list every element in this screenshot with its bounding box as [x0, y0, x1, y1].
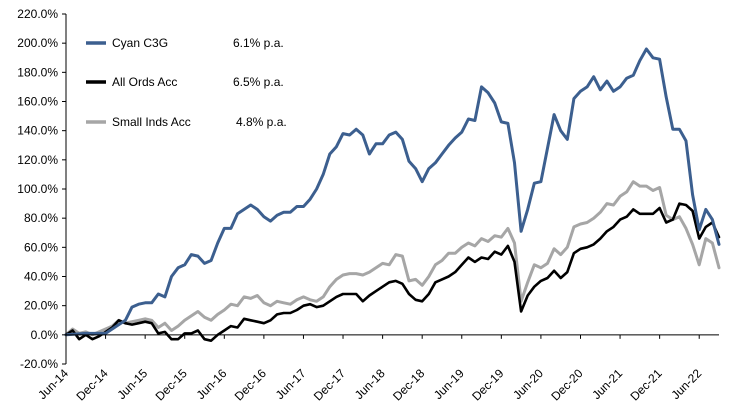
y-tick-label: 220.0%	[17, 7, 58, 21]
y-tick-label: 140.0%	[17, 124, 58, 138]
x-tick-label: Jun-14	[35, 366, 71, 402]
x-tick-label: Jun-17	[273, 366, 309, 402]
x-tick-label: Jun-22	[668, 366, 704, 402]
x-tick-label: Dec-17	[311, 366, 348, 403]
y-tick-label: 200.0%	[17, 36, 58, 50]
x-tick-label: Dec-21	[628, 366, 665, 403]
legend-label-cyan-c3g: Cyan C3G	[112, 36, 168, 50]
x-tick-label: Dec-15	[153, 366, 190, 403]
x-tick-label: Jun-18	[352, 366, 388, 402]
x-tick-label: Dec-16	[232, 366, 269, 403]
series-line-small-inds-acc	[64, 180, 721, 337]
series-line-cyan-c3g	[64, 47, 721, 337]
y-tick-label: 120.0%	[17, 153, 58, 167]
legend-rate-all-ords-acc: 6.5% p.a.	[233, 75, 284, 89]
legend-rate-small-inds-acc: 4.8% p.a.	[236, 115, 287, 129]
x-tick-label: Jun-16	[194, 366, 230, 402]
x-tick-label: Jun-20	[510, 366, 546, 402]
y-tick-label: 40.0%	[24, 270, 58, 284]
legend: Cyan C3G 6.1% p.a. All Ords Acc 6.5% p.a. Sm…	[86, 36, 287, 129]
legend-rate-cyan-c3g: 6.1% p.a.	[233, 36, 284, 50]
x-tick-label: Dec-19	[469, 366, 506, 403]
series-line-all-ords-acc	[64, 202, 721, 343]
y-tick-label: 60.0%	[24, 240, 58, 254]
x-tick-label: Jun-15	[114, 366, 150, 402]
y-tick-label: 160.0%	[17, 95, 58, 109]
x-tick-labels: Jun-14 Dec-14 Jun-15 Dec-15 Jun-16 Dec-16 Jun-…	[35, 366, 704, 403]
axes	[62, 13, 719, 365]
legend-label-all-ords-acc: All Ords Acc	[112, 75, 177, 89]
x-tick-label: Dec-18	[390, 366, 427, 403]
y-tick-label: 180.0%	[17, 65, 58, 79]
y-tick-label: 20.0%	[24, 299, 58, 313]
y-tick-label: -20.0%	[20, 357, 58, 371]
y-tick-label: 100.0%	[17, 182, 58, 196]
x-tick-label: Dec-20	[548, 366, 585, 403]
x-tick-label: Dec-14	[73, 366, 110, 403]
series-lines	[64, 47, 721, 343]
y-tick-label: 0.0%	[31, 328, 59, 342]
y-tick-label: 80.0%	[24, 211, 58, 225]
x-tick-label: Jun-21	[589, 366, 625, 402]
legend-label-small-inds-acc: Small Inds Acc	[112, 115, 191, 129]
y-tick-labels: -20.0% 0.0% 20.0% 40.0% 60.0% 80.0% 100.0% 120.…	[17, 7, 58, 371]
x-tick-label: Jun-19	[431, 366, 467, 402]
